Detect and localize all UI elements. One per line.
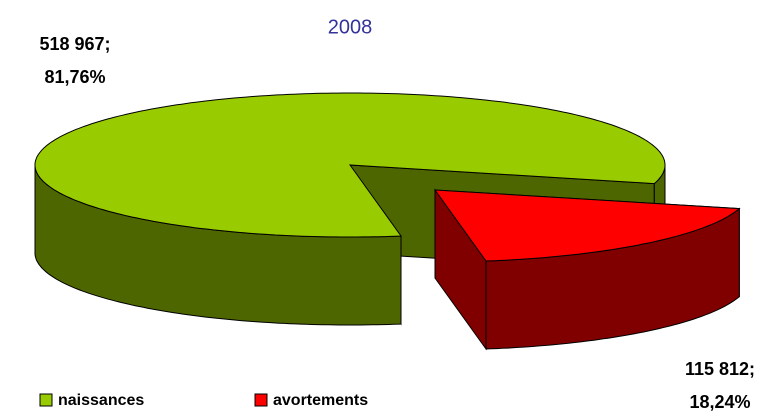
data-label: 115 812; bbox=[685, 359, 755, 379]
legend-swatch bbox=[254, 393, 268, 407]
pie-slice bbox=[433, 188, 741, 351]
legend-label: naissances bbox=[58, 392, 144, 409]
data-label: 518 967; bbox=[39, 34, 110, 54]
legend-swatch bbox=[39, 393, 53, 407]
chart-title: 2008 bbox=[328, 16, 373, 38]
data-label: 18,24% bbox=[689, 392, 750, 412]
legend-label: avortements bbox=[273, 392, 368, 409]
slice-top bbox=[433, 189, 741, 262]
slice-top bbox=[34, 92, 666, 238]
data-label: 81,76% bbox=[44, 67, 105, 87]
